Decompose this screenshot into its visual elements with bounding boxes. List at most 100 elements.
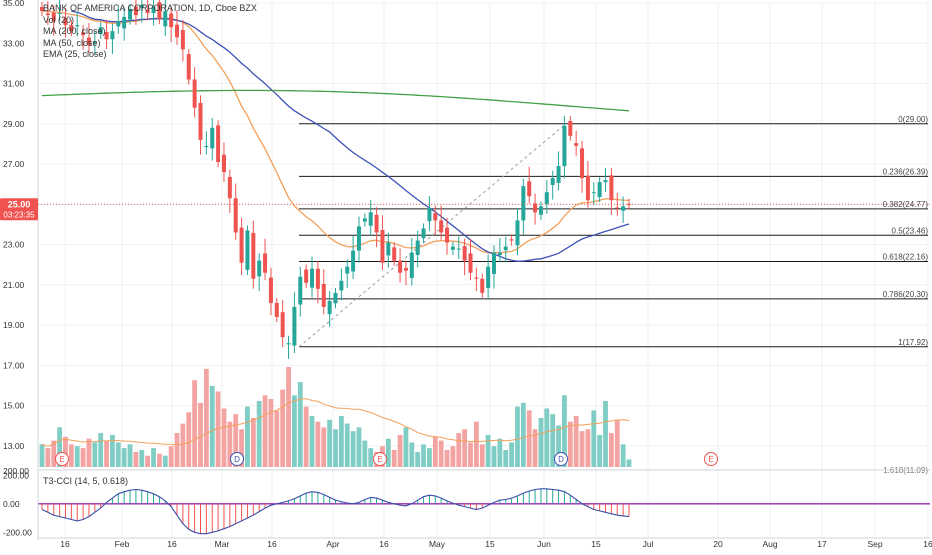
volume-bar (268, 399, 274, 467)
candle-body (63, 17, 68, 26)
price-tag-box (0, 198, 38, 221)
volume-bar (597, 434, 603, 467)
event-marker: E (704, 452, 718, 466)
fibonacci-retracement[interactable]: 0(29.00)0.236(26.39)0.382(24.77)0.5(23.4… (298, 115, 929, 475)
legend-vol[interactable]: Vol (20) (43, 14, 75, 25)
legend-ma200[interactable]: MA (200, close) (43, 26, 106, 36)
volume-bar (51, 440, 57, 467)
candle-body (597, 182, 602, 198)
volume-bar (127, 444, 133, 467)
volume-bar (391, 450, 397, 467)
candle-body (609, 175, 614, 201)
volume-bar (239, 429, 244, 467)
y-tick-label: 35.00 (3, 0, 25, 8)
candle-body (239, 227, 244, 263)
volume-bar (180, 423, 186, 467)
legend-ma50[interactable]: MA (50, close) (43, 37, 101, 48)
candle-body (450, 246, 455, 250)
volume-bar (115, 442, 121, 467)
candle-body (133, 6, 138, 16)
event-marker-label: E (377, 455, 382, 464)
candle-body (81, 32, 86, 36)
ma200-line (41, 89, 630, 112)
candle-body (186, 54, 191, 80)
volume-bar (309, 416, 315, 467)
volume-bar (80, 448, 86, 467)
volume-bar (614, 419, 620, 467)
volume-bar (221, 408, 227, 467)
volume-bar (209, 385, 215, 467)
event-marker-circle (373, 452, 387, 466)
candle-body (615, 207, 620, 209)
volume-bar (427, 448, 432, 467)
volume-bar (567, 421, 573, 467)
volume-bar (86, 438, 92, 467)
candle-body (51, 12, 56, 22)
candle-body (116, 21, 121, 27)
volume-bar (515, 406, 520, 467)
cci-tick-label: 0.00 (3, 499, 20, 509)
legend-ema25[interactable]: EMA (25, close) (43, 49, 107, 59)
candle-body (310, 268, 315, 288)
candle-body (362, 218, 367, 222)
candle-body (286, 343, 291, 345)
volume-bar (503, 450, 509, 467)
candle-body (163, 11, 168, 27)
x-tick-label: 16 (379, 539, 389, 549)
volume-bar (344, 423, 350, 467)
candle-body (192, 79, 197, 108)
candle-body (562, 125, 567, 167)
event-marker-circle (704, 452, 718, 466)
volume-axis-label: 200.00 (3, 466, 29, 476)
fib-level-label: 0.786(20.30) (883, 290, 929, 299)
event-marker: E (373, 452, 387, 466)
fib-level-label: 1(17.92) (898, 338, 928, 347)
candle-body (104, 31, 109, 40)
volume-bar (620, 444, 626, 467)
volume-bar (145, 455, 151, 467)
y-tick-label: 15.00 (3, 401, 25, 411)
x-tick-label: May (429, 539, 446, 549)
candle-body (462, 246, 467, 261)
candle-body (139, 5, 144, 8)
candle-body (486, 266, 491, 289)
candle-body (509, 239, 514, 241)
volume-bar (133, 451, 139, 467)
x-tick-label: 15 (591, 539, 601, 549)
candle-body (468, 253, 473, 273)
volume-bar (192, 380, 198, 467)
candle-body (221, 154, 226, 173)
cci-line (41, 488, 630, 535)
volume-bar (509, 442, 514, 467)
volume-bar (157, 453, 162, 467)
volume-bar (556, 425, 561, 467)
candle-body (521, 186, 526, 221)
x-tick-label: Mar (215, 539, 230, 549)
volume-bar (550, 414, 556, 467)
candle-body (538, 206, 543, 215)
fib-level-label: 0(29.00) (898, 115, 928, 124)
candle-body (585, 175, 590, 201)
candle-body (491, 252, 496, 274)
event-marker-circle (554, 452, 568, 466)
volume-bar (110, 434, 115, 467)
volume-bar (74, 446, 80, 467)
volume-bar (432, 436, 438, 467)
volume-bar (280, 389, 286, 467)
volume-bar (297, 382, 303, 467)
candle-body (169, 13, 174, 28)
candle-body (415, 240, 420, 256)
volume-bar (168, 446, 174, 467)
candle-body (98, 27, 103, 34)
fib-trend-line (298, 123, 567, 348)
candle-body (445, 227, 450, 243)
event-marker-circle (230, 452, 244, 466)
candle-body (315, 268, 320, 289)
legend-title[interactable]: BANK OF AMERICA CORPORATION, 1D, Cboe BZ… (43, 3, 257, 13)
candle-body (151, 7, 156, 14)
volume-bar (121, 448, 127, 467)
volume-bar (233, 414, 239, 467)
volume-bar (403, 427, 409, 467)
indicator-label[interactable]: T3-CCI (14, 5, 0.618) (43, 476, 129, 486)
